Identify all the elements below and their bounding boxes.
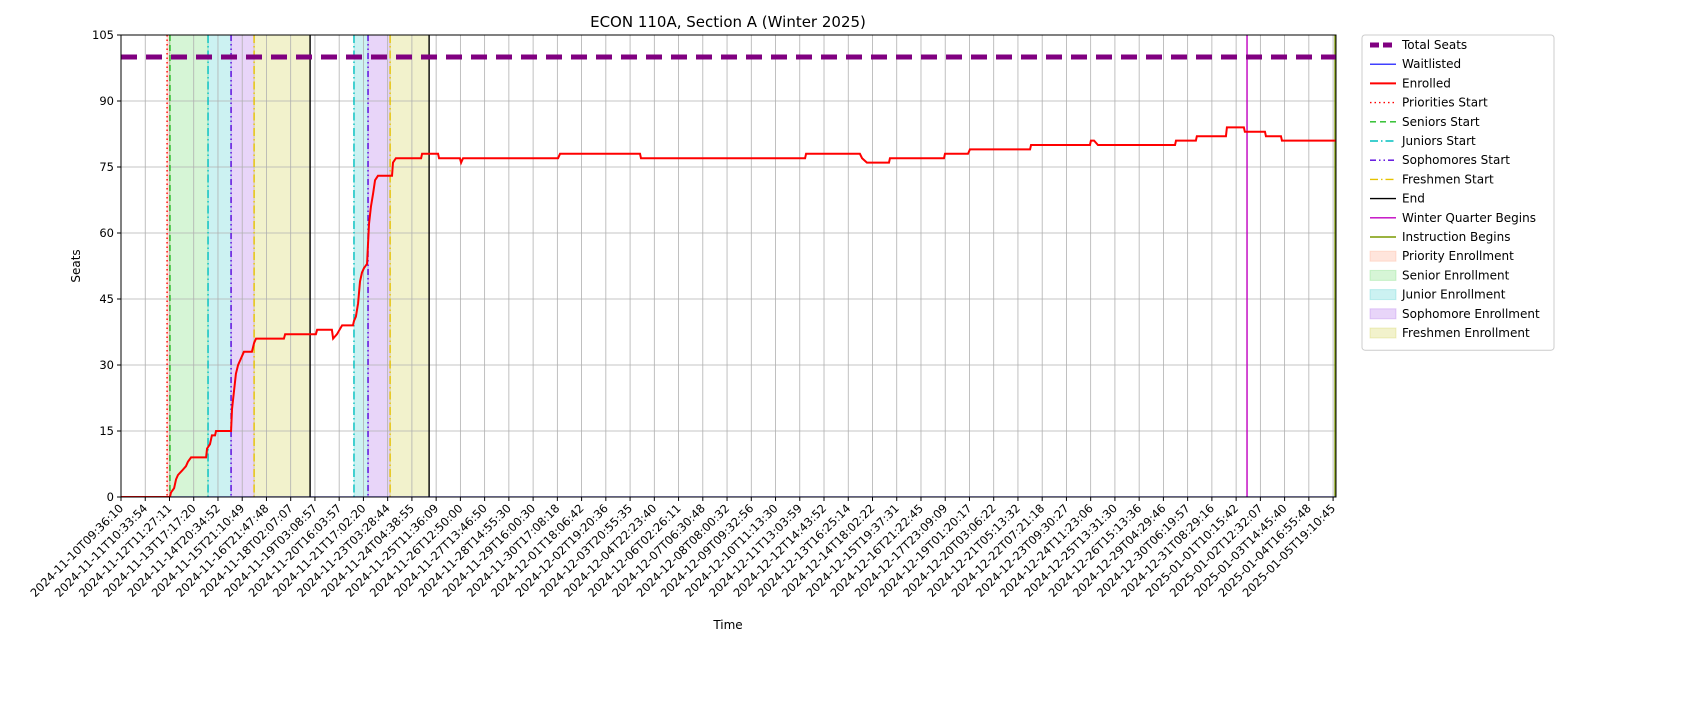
y-tick-label: 45 bbox=[99, 292, 114, 306]
series-line bbox=[121, 126, 1336, 497]
y-tick-label: 105 bbox=[92, 28, 114, 42]
y-tick-label: 30 bbox=[99, 358, 114, 372]
legend-label: Total Seats bbox=[1401, 38, 1467, 52]
legend-swatch bbox=[1369, 327, 1397, 339]
enrollment-span bbox=[253, 34, 311, 498]
legend-label: Waitlisted bbox=[1402, 57, 1461, 71]
enrollment-span bbox=[389, 34, 430, 498]
legend-label: Sophomore Enrollment bbox=[1402, 307, 1540, 321]
y-tick-label: 60 bbox=[99, 226, 114, 240]
legend-label: Enrolled bbox=[1402, 76, 1451, 90]
enrollment-span bbox=[207, 34, 232, 498]
y-axis-label: Seats bbox=[69, 249, 83, 282]
legend-label: Junior Enrollment bbox=[1401, 288, 1506, 302]
legend-box bbox=[1361, 34, 1555, 351]
enrollment-span bbox=[169, 34, 209, 498]
legend-label: Winter Quarter Begins bbox=[1402, 211, 1536, 225]
legend-swatch bbox=[1369, 308, 1397, 320]
legend-label: Senior Enrollment bbox=[1402, 268, 1510, 282]
legend-swatch bbox=[1369, 269, 1397, 281]
legend: Total Seats Waitlisted Enrolled Priorities … bbox=[1361, 34, 1555, 351]
legend-label: Sophomores Start bbox=[1402, 153, 1510, 167]
x-axis-label: Time bbox=[712, 618, 742, 632]
legend-label: Seniors Start bbox=[1402, 115, 1480, 129]
chart-title: ECON 110A, Section A (Winter 2025) bbox=[590, 13, 866, 31]
legend-label: Juniors Start bbox=[1401, 134, 1476, 148]
enrollment-span bbox=[367, 34, 391, 498]
legend-label: Freshmen Enrollment bbox=[1402, 326, 1530, 340]
legend-label: Freshmen Start bbox=[1402, 172, 1494, 186]
legend-label: Priorities Start bbox=[1402, 96, 1488, 110]
legend-swatch bbox=[1369, 250, 1397, 262]
y-tick-label: 0 bbox=[107, 490, 114, 504]
plot-frame bbox=[120, 34, 1337, 498]
y-tick-label: 90 bbox=[99, 94, 114, 108]
legend-label: Instruction Begins bbox=[1402, 230, 1510, 244]
legend-label: Priority Enrollment bbox=[1402, 249, 1514, 263]
legend-label: End bbox=[1402, 192, 1425, 206]
y-tick-label: 75 bbox=[99, 160, 114, 174]
legend-swatch bbox=[1369, 289, 1397, 301]
y-tick-label: 15 bbox=[99, 424, 114, 438]
